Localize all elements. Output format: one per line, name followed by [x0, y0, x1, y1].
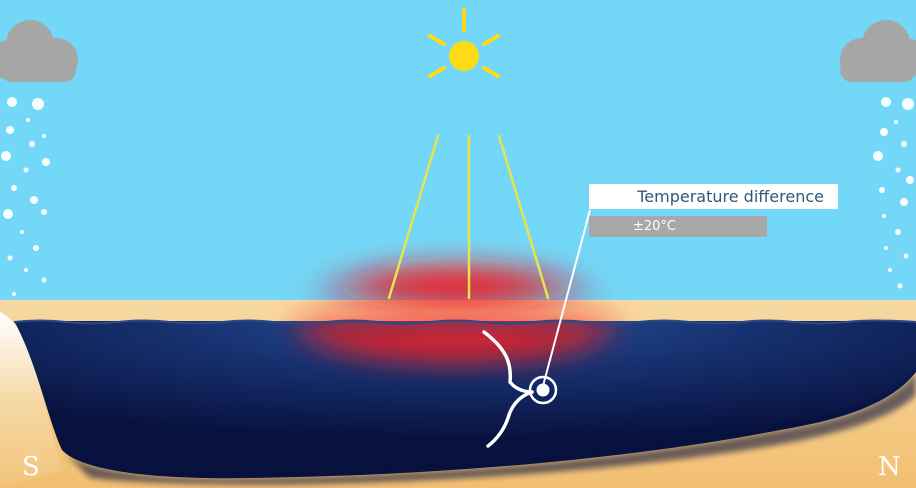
- north-label: N: [878, 452, 901, 482]
- ocean: [14, 321, 916, 479]
- sun-icon: [428, 8, 500, 78]
- snowfall-right: [873, 97, 914, 289]
- cloud-left-icon: [0, 20, 78, 82]
- water-surface: [13, 319, 916, 325]
- temperature-difference-label: Temperature difference: [589, 184, 838, 209]
- cloud-right-icon: [840, 20, 916, 82]
- warm-water-core: [290, 322, 620, 362]
- callout-leader-line: [542, 209, 591, 387]
- south-label: S: [22, 452, 40, 482]
- sun-disc: [449, 41, 479, 71]
- snowfall-left: [1, 97, 50, 296]
- temperature-difference-value: ±20°C: [589, 216, 767, 237]
- sunlight-rays: [387, 134, 550, 300]
- left-shore: [0, 312, 62, 488]
- current-curves: [482, 330, 534, 448]
- measurement-point-icon: [528, 375, 558, 405]
